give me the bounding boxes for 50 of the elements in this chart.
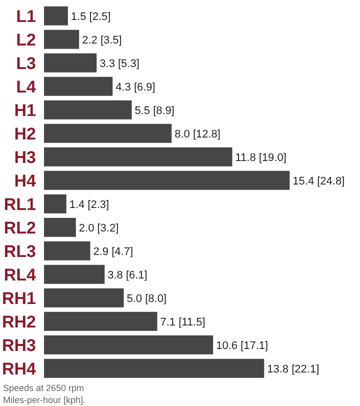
bar bbox=[44, 53, 97, 72]
bar bbox=[44, 218, 76, 237]
data-label: 8.0 [12.8] bbox=[174, 128, 220, 140]
bar bbox=[44, 170, 290, 190]
y-tick-label: L2 bbox=[16, 30, 36, 50]
bar bbox=[44, 30, 80, 49]
bar bbox=[44, 241, 90, 260]
bar bbox=[44, 194, 66, 214]
data-label: 2.9 [4.7] bbox=[93, 246, 134, 258]
y-tick-label: RH3 bbox=[2, 336, 36, 355]
bar bbox=[44, 100, 132, 120]
data-label: 5.5 [8.9] bbox=[134, 104, 175, 117]
y-tick-label: RH1 bbox=[2, 288, 36, 308]
bar bbox=[44, 312, 158, 331]
data-label: 2.0 [3.2] bbox=[78, 222, 119, 234]
y-tick-label: RL4 bbox=[4, 265, 37, 284]
data-label: 2.2 [3.5] bbox=[82, 34, 122, 46]
bar bbox=[44, 288, 124, 308]
text: Miles-per-hour [kph]. bbox=[3, 394, 86, 406]
y-tick-label: RL2 bbox=[4, 218, 36, 238]
data-label: 3.3 [5.3] bbox=[100, 58, 140, 70]
text: Speeds at 2650 rpm bbox=[3, 382, 86, 394]
y-tick-label: L3 bbox=[16, 54, 36, 73]
data-label: 10.6 [17.1] bbox=[216, 340, 268, 352]
bar bbox=[44, 264, 105, 284]
y-tick-label: RH2 bbox=[2, 312, 36, 332]
data-label: 4.3 [6.9] bbox=[116, 81, 156, 94]
bar bbox=[44, 147, 232, 166]
y-tick-label: H2 bbox=[14, 124, 36, 144]
y-tick-label: RL3 bbox=[4, 242, 36, 261]
data-label: 13.8 [22.1] bbox=[267, 363, 320, 376]
y-tick-label: L1 bbox=[16, 6, 36, 26]
data-label: 1.5 [2.5] bbox=[70, 10, 111, 23]
y-tick-label: L4 bbox=[16, 77, 37, 96]
data-label: 1.4 [2.3] bbox=[69, 198, 110, 211]
bar bbox=[44, 335, 214, 354]
data-label: 11.8 [19.0] bbox=[235, 152, 286, 164]
y-tick-label: H4 bbox=[14, 171, 37, 190]
data-label: 7.1 [11.5] bbox=[160, 316, 206, 328]
bar bbox=[44, 124, 172, 143]
y-tick-label: H3 bbox=[14, 148, 36, 167]
data-label: 15.4 [24.8] bbox=[292, 175, 345, 188]
data-label: 3.8 [6.1] bbox=[108, 269, 148, 282]
bar bbox=[44, 358, 264, 378]
bar bbox=[44, 6, 68, 26]
y-tick-label: RL1 bbox=[4, 194, 36, 214]
bar bbox=[44, 76, 113, 96]
data-label: 5.0 [8.0] bbox=[126, 292, 167, 305]
y-tick-label: RH4 bbox=[2, 359, 37, 378]
y-tick-label: H1 bbox=[14, 100, 36, 120]
